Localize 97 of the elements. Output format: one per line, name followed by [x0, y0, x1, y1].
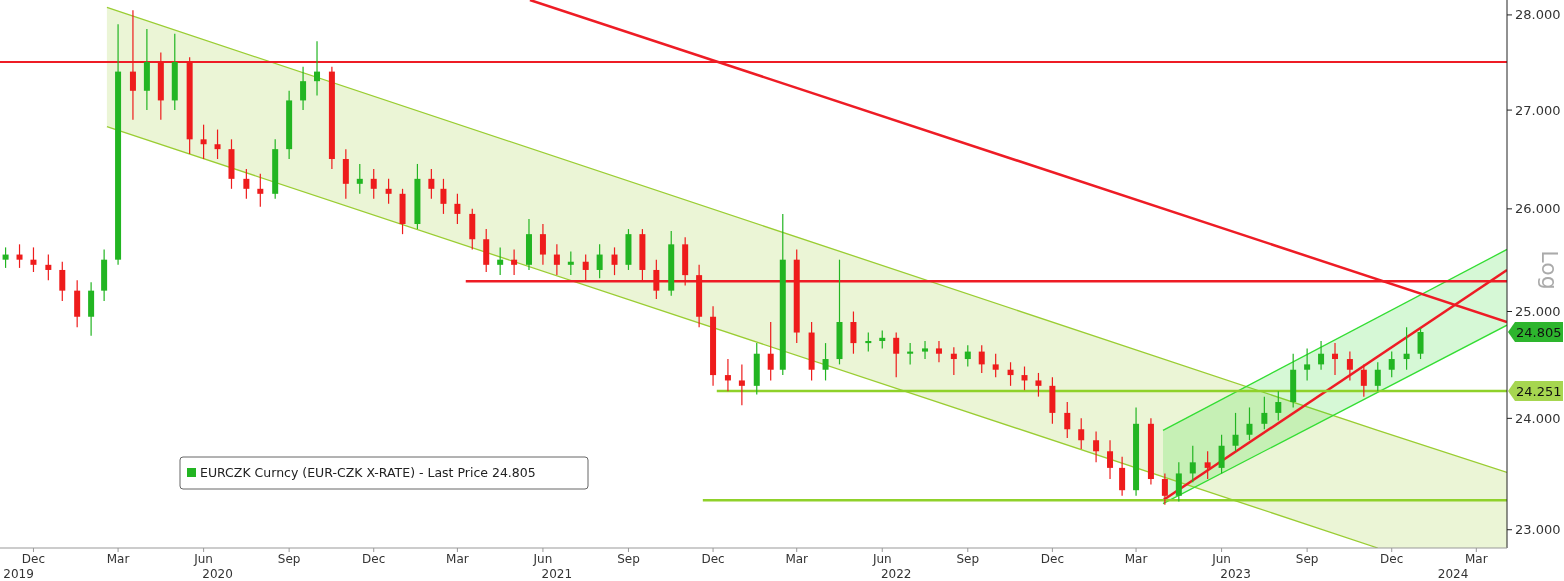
candlestick — [1021, 365, 1028, 391]
candlestick — [370, 168, 377, 200]
candlestick — [1388, 351, 1395, 378]
candlestick — [511, 248, 518, 276]
y-tick-label: 28.000 — [1515, 7, 1561, 23]
candlestick — [1360, 363, 1367, 398]
candlestick — [243, 168, 250, 200]
x2-tick-label: 2019 — [3, 567, 34, 581]
candlestick — [314, 40, 321, 97]
candlestick — [978, 344, 985, 374]
candlestick — [611, 246, 618, 276]
candlestick — [1107, 439, 1114, 480]
candlestick — [822, 342, 829, 382]
x-tick-label: Dec — [362, 552, 386, 566]
x-tick-label: Mar — [446, 552, 469, 566]
candlestick — [539, 223, 546, 266]
x-tick-label: Dec — [1380, 552, 1404, 566]
candlestick — [497, 246, 504, 276]
y-tick-label: 23.000 — [1515, 522, 1561, 538]
candlestick — [1275, 390, 1282, 422]
candlestick — [950, 346, 957, 376]
x-tick-label: Dec — [1040, 552, 1065, 566]
y-tick-label: 26.000 — [1515, 201, 1561, 217]
candlestick — [865, 331, 872, 353]
candlestick — [738, 363, 745, 406]
x2-tick-label: 2022 — [880, 567, 912, 581]
candlestick — [922, 340, 929, 360]
candlestick — [767, 321, 774, 382]
x2-tick-label: 2024 — [1437, 567, 1469, 581]
candlestick — [907, 342, 914, 365]
candlestick — [1232, 412, 1239, 452]
x-tick-label: Sep — [617, 552, 640, 566]
candlestick — [724, 358, 731, 392]
candlestick — [1119, 456, 1126, 497]
candlestick — [1417, 327, 1424, 360]
legend-label: EURCZK Curncy (EUR-CZK X-RATE) - Last Price 24.805 — [200, 465, 536, 481]
y-tick-label: 24.000 — [1515, 410, 1561, 426]
x-tick-label: Jun — [1211, 552, 1231, 566]
x-tick-label: Mar — [1124, 552, 1148, 566]
candlestick — [45, 253, 52, 281]
candlestick — [2, 246, 9, 269]
candlestick — [1093, 430, 1100, 463]
candlestick — [1218, 434, 1225, 475]
candlestick — [1374, 361, 1381, 392]
candlestick — [1175, 461, 1182, 503]
candlestick — [1304, 347, 1311, 382]
candlestick — [1189, 445, 1196, 483]
x2-tick-label: 2020 — [202, 567, 233, 581]
candlestick — [1318, 340, 1325, 371]
candlestick — [893, 331, 900, 378]
candlestick — [553, 243, 560, 276]
text: 24.805 — [1516, 324, 1562, 340]
candlestick — [16, 243, 23, 269]
candlestick — [850, 310, 857, 355]
candlestick — [1204, 450, 1211, 480]
y-tick-label: 27.000 — [1515, 102, 1561, 118]
candlestick — [1035, 372, 1042, 398]
candlestick — [596, 243, 603, 279]
x-tick-label: Jun — [532, 552, 553, 566]
y-tick-label: 25.000 — [1515, 304, 1561, 320]
candlestick — [257, 173, 264, 208]
candlestick — [964, 344, 971, 368]
candlestick — [30, 246, 37, 273]
candlestick — [428, 168, 435, 200]
candlestick — [59, 261, 66, 302]
x-tick-label: Sep — [1295, 552, 1319, 566]
x-tick-label: Mar — [785, 552, 809, 566]
x2-tick-label: 2023 — [1220, 567, 1251, 581]
candlestick — [200, 124, 207, 160]
candlestick — [1246, 406, 1253, 441]
x-tick-label: Sep — [956, 552, 980, 566]
x-tick-label: Mar — [1465, 552, 1488, 566]
x-tick-label: Dec — [701, 552, 725, 566]
candlestick — [1332, 342, 1339, 376]
x-tick-label: Jun — [871, 552, 892, 566]
candlestick — [1261, 396, 1268, 430]
candlestick — [1007, 361, 1014, 387]
candlestick — [440, 178, 447, 215]
x-tick-label: Dec — [21, 552, 46, 566]
candlestick — [1064, 401, 1071, 439]
x-tick-label: Jun — [193, 552, 213, 566]
candlestick — [356, 163, 363, 195]
candlestick — [1346, 351, 1353, 382]
x-tick-label: Sep — [277, 552, 301, 566]
candlestick — [454, 193, 461, 225]
annotation: 24.251 — [1516, 383, 1562, 399]
candlestick — [214, 128, 221, 160]
candlestick — [567, 250, 574, 276]
candlestick — [300, 66, 307, 111]
y-axis-title: Log — [1537, 250, 1562, 290]
x2-tick-label: 2021 — [541, 567, 573, 581]
candlestick — [935, 340, 942, 363]
x-tick-label: Mar — [106, 552, 130, 566]
candlestick — [385, 178, 392, 205]
candlestick — [1078, 417, 1085, 450]
candlestick — [1403, 326, 1410, 371]
candlestick — [992, 353, 999, 378]
